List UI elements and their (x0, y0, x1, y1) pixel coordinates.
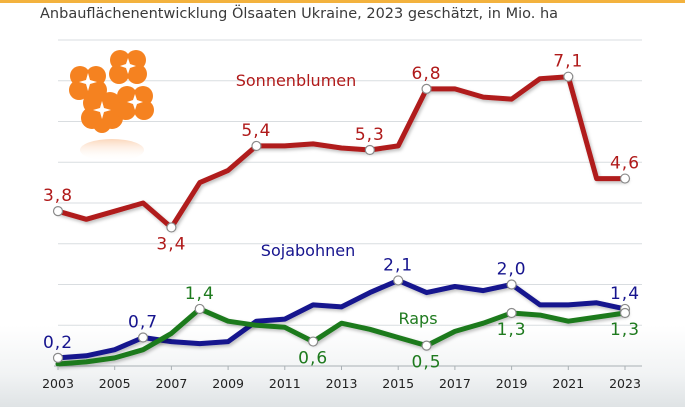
data-label-sonnenblumen: 7,1 (553, 52, 583, 72)
data-point-marker (619, 307, 631, 319)
data-label-sonnenblumen: 3,4 (156, 234, 186, 254)
data-point-marker (194, 303, 205, 315)
series-line-sonnenblumen (55, 74, 628, 230)
x-tick-label: 2005 (99, 376, 131, 391)
x-tick-label: 2009 (212, 376, 244, 391)
series-line-raps (55, 306, 628, 367)
data-label-sojabohnen: 0,2 (43, 333, 73, 353)
data-point-marker (393, 275, 404, 286)
data-label-sojabohnen: 2,1 (383, 255, 413, 275)
data-label-sonnenblumen: 6,8 (412, 64, 442, 84)
series-label-sojabohnen: Sojabohnen (261, 241, 355, 260)
data-label-raps: 1,4 (185, 284, 215, 304)
data-label-sonnenblumen: 5,4 (241, 121, 271, 141)
labels-layer: 3,8 3,4 5,4 5,3 6,8 7,1 4,6 0,2 0,7 2,1 2,0 1,4 1,4 0… (43, 52, 640, 373)
data-label-raps: 0,6 (298, 349, 328, 369)
data-label-sonnenblumen: 3,8 (43, 186, 73, 206)
sunflower-icon (69, 50, 154, 161)
series-label-sonnenblumen: Sonnenblumen (236, 71, 357, 90)
data-label-sonnenblumen: 5,3 (355, 125, 385, 145)
data-point-marker (619, 173, 631, 184)
data-point-marker (421, 83, 432, 95)
top-accent-line (0, 0, 685, 3)
x-tick-label: 2007 (155, 376, 187, 391)
x-tick-label: 2011 (269, 376, 301, 391)
data-point-marker (251, 140, 262, 152)
data-label-sonnenblumen: 4,6 (610, 154, 640, 174)
data-label-sojabohnen: 2,0 (497, 260, 527, 280)
series-layer (55, 74, 628, 367)
data-point-marker (308, 336, 319, 347)
data-label-raps: 1,3 (610, 320, 640, 340)
data-point-marker (563, 71, 574, 82)
data-point-marker (137, 332, 149, 343)
data-point-marker (421, 340, 432, 351)
x-tick-label: 2013 (326, 376, 358, 391)
data-point-marker (166, 222, 177, 233)
data-label-raps: 1,3 (497, 320, 527, 340)
series-line-sojabohnen (55, 277, 628, 361)
x-tick-label: 2023 (609, 376, 641, 391)
data-label-raps: 0,5 (412, 353, 442, 373)
data-point-marker (506, 279, 517, 290)
chart-title: Anbauflächenentwicklung Ölsaaten Ukraine… (40, 6, 559, 22)
data-point-marker (506, 307, 517, 319)
grid-lines (54, 39, 642, 367)
x-axis: 2003 2005 2007 2009 2011 2013 2015 2017 2019 2021… (42, 366, 641, 391)
x-tick-label: 2003 (42, 376, 74, 391)
x-tick-label: 2015 (382, 376, 414, 391)
x-tick-label: 2017 (439, 376, 471, 391)
data-point-marker (52, 206, 64, 217)
x-tick-label: 2019 (496, 376, 528, 391)
data-point-marker (52, 352, 64, 363)
series-label-raps: Raps (398, 309, 437, 328)
data-label-sojabohnen: 1,4 (610, 284, 640, 304)
data-label-sojabohnen: 0,7 (128, 312, 158, 332)
x-tick-label: 2021 (552, 376, 584, 391)
data-point-marker (364, 144, 375, 156)
